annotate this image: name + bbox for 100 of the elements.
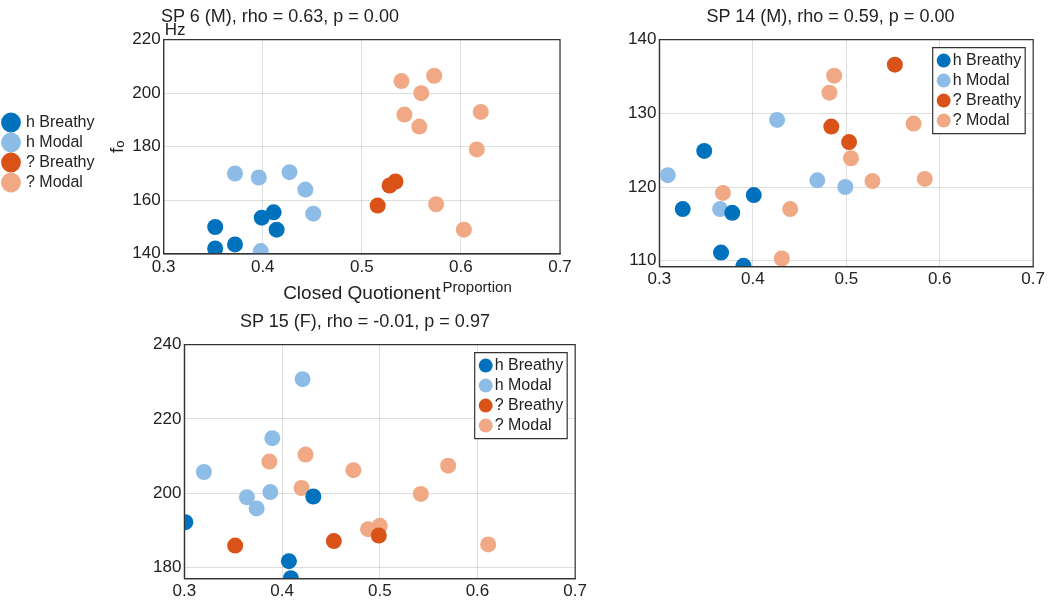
point	[226, 236, 243, 253]
y-tick-label: 120	[627, 176, 657, 196]
point	[745, 187, 762, 204]
point	[345, 462, 362, 479]
point	[826, 67, 843, 84]
point	[195, 464, 212, 480]
point	[262, 484, 279, 501]
point	[714, 184, 731, 201]
x-tick-label: 0.6	[927, 269, 952, 289]
point	[250, 169, 267, 186]
x-tick-label: 0.6	[449, 256, 473, 276]
x-tick-label: 0.3	[647, 269, 672, 289]
point	[226, 165, 243, 182]
point	[864, 173, 881, 190]
x-tick-label: 0.6	[465, 581, 490, 601]
y-tick-label: 220	[132, 29, 161, 49]
point	[713, 244, 730, 261]
point	[455, 221, 472, 238]
point	[411, 118, 428, 135]
point	[305, 488, 322, 505]
legend-label: ? Modal	[26, 172, 83, 190]
x-tick-label: 0.4	[270, 581, 294, 601]
legend-label: ? Breathy	[952, 91, 1022, 109]
point	[841, 134, 858, 151]
y-tick-label: 220	[152, 408, 182, 428]
point	[396, 106, 413, 123]
y-tick-label: 110	[629, 250, 657, 270]
y-axis-title: fₒ	[106, 140, 128, 153]
point	[293, 479, 310, 496]
x-tick-label: 0.4	[741, 269, 765, 289]
y-tick-label: 160	[132, 189, 161, 209]
y-tick-label: 240	[152, 334, 182, 354]
point	[268, 221, 285, 238]
x-tick-label: 0.5	[834, 269, 859, 289]
point	[207, 240, 224, 254]
x-tick-label: 0.3	[172, 581, 197, 601]
point	[207, 219, 224, 236]
legend-label: h Modal	[952, 71, 1010, 89]
point	[773, 250, 790, 267]
point	[297, 446, 314, 463]
legend-label: h Breathy	[26, 112, 95, 130]
point	[440, 457, 457, 474]
point	[886, 56, 903, 73]
point	[281, 164, 298, 181]
point	[305, 205, 322, 222]
point	[387, 173, 404, 190]
point	[370, 527, 387, 544]
point	[264, 430, 281, 447]
legend-label: h Modal	[494, 376, 552, 394]
x-tick-label: 0.5	[350, 256, 374, 276]
point	[724, 204, 741, 221]
point	[428, 196, 445, 213]
point	[823, 118, 840, 135]
point	[809, 172, 826, 189]
point	[916, 170, 933, 187]
x-tick-label: 0.5	[367, 581, 392, 601]
y-tick-label: 200	[132, 82, 161, 102]
legend-label: ? Breathy	[494, 396, 564, 414]
legend-label: h Breathy	[952, 51, 1022, 69]
legend-label: ? Modal	[494, 416, 552, 434]
point	[472, 103, 489, 120]
y-tick-label: 140	[627, 29, 657, 49]
point	[905, 115, 922, 132]
point	[265, 204, 282, 221]
legend-label: h Modal	[26, 132, 83, 150]
point	[842, 150, 859, 167]
chart-title: SP 14 (M), rho = 0.59, p = 0.00	[706, 5, 955, 26]
point	[393, 73, 410, 90]
point	[253, 209, 270, 226]
point	[769, 111, 786, 128]
point	[659, 167, 676, 184]
point	[821, 84, 838, 101]
point	[426, 67, 443, 84]
chart-title: SP 15 (F), rho = -0.01, p = 0.97	[240, 310, 490, 331]
legend-label: ? Breathy	[26, 152, 95, 170]
point	[261, 453, 278, 470]
point	[696, 142, 713, 159]
point	[248, 500, 265, 517]
point	[227, 537, 244, 554]
y-tick-label: 130	[627, 102, 657, 122]
point	[782, 201, 799, 218]
point	[238, 489, 255, 506]
point	[294, 371, 311, 388]
legend-label: ? Modal	[952, 111, 1010, 129]
legend-label: h Breathy	[494, 356, 564, 374]
point	[480, 536, 497, 553]
y-tick-label: 180	[152, 557, 182, 577]
point	[280, 553, 297, 570]
point	[412, 485, 429, 502]
point	[369, 197, 386, 214]
text: Proportion	[442, 277, 512, 295]
y-tick-label: 180	[132, 136, 161, 156]
x-axis-title: Closed Quotionent	[283, 281, 442, 303]
point	[325, 533, 342, 550]
point	[674, 201, 691, 218]
x-tick-label: 0.7	[1021, 269, 1045, 289]
point	[468, 141, 485, 158]
x-tick-label: 0.4	[250, 256, 275, 276]
y-tick-label: 200	[152, 482, 182, 502]
point	[413, 85, 430, 102]
